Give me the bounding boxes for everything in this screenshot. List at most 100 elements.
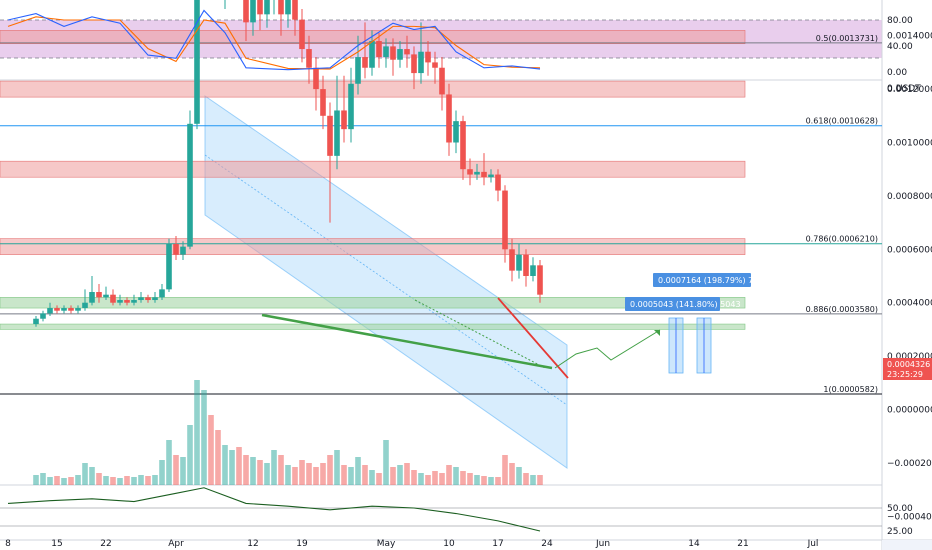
support-trendline [261,313,553,370]
volume-bar [376,473,382,485]
candle-body [418,51,424,74]
volume-bar [425,475,431,485]
volume-bar [229,450,235,485]
candle-body [320,89,326,116]
volume-bar [488,477,494,485]
volume-bar [404,463,410,485]
volume-bar [33,475,39,485]
volume-bar [362,465,368,485]
volume-bar [47,477,53,485]
candle-body [460,121,466,170]
volume-bar [369,470,375,485]
candle-body [516,254,522,271]
volume-bar [460,471,466,485]
volume-bar [180,457,186,485]
target-label-2: 0.0005043 (141.80%) 5043 [630,300,741,309]
time-tick-label: Jul [807,539,819,549]
candle-body [33,318,39,325]
volume-bar [187,425,193,485]
candle-body [390,46,396,60]
volume-bar [117,478,123,485]
candle-body [334,110,340,156]
volume-bar [495,477,501,485]
volume-bar [173,455,179,485]
candle-body [257,0,263,15]
volume-bar [523,473,529,485]
stoch-level-40: 40.00 [887,42,913,52]
volume-bars [33,380,543,485]
volume-bar [75,475,81,485]
volume-bar [355,457,361,485]
candle-body [61,308,67,311]
price-tick-label: 0.0006000 [887,245,932,255]
candle-body [355,57,361,84]
fib-level-label: 0.886(0.0003580) [806,305,878,314]
volume-bar [194,380,200,485]
candle-body [495,174,501,191]
price-tick-label: −0.0002000 [887,459,932,469]
time-tick-label: May [377,539,396,549]
candle-body [432,62,438,68]
candle-body [376,41,382,58]
oscillators [0,9,882,532]
price-tick-label: −0.0004000 [887,512,932,522]
volume-bar [537,475,543,485]
fib-level-label: 1(0.0000582) [823,385,878,394]
price-tick-label: 0.0004000 [887,299,932,309]
volume-bar [432,471,438,485]
candle-body [474,171,480,175]
volume-bar [138,475,144,485]
volume-bar [103,476,109,485]
volume-bar [215,430,221,485]
volume-bar [89,467,95,485]
volume-bar [271,450,277,485]
stoch-rsi-k-line [7,9,541,71]
volume-bar [299,460,305,485]
axis-corner [882,540,932,550]
target-badge-1 [653,273,751,287]
volume-bar [236,447,242,485]
candle-body [75,308,81,311]
zones-layer [0,30,746,330]
price-axis: 0.00280000.00260000.00240000.00220000.00… [887,32,932,523]
candle-body [145,297,151,301]
candle-body [124,300,130,303]
price-axis-top-label: 0.0 [887,84,902,94]
rsi-level-50: 50.00 [887,504,913,514]
volume-bar [285,465,291,485]
volume-bar [446,465,452,485]
volume-bar [159,460,165,485]
volume-bar [54,476,60,485]
volume-bar [320,463,326,485]
volume-bar [327,455,333,485]
candle-body [299,19,305,50]
candle-body [89,292,95,303]
time-tick-label: 8 [5,539,11,549]
last-price-badge [883,358,932,380]
time-axis: 8 15 22 Apr 12 19 May 10 17 24 Jun 14 21 Jul [5,539,818,549]
price-tick-label: 0.0008000 [887,192,932,202]
rsi-level-25: 25.00 [887,527,913,537]
time-tick-label: 24 [541,539,553,549]
time-tick-label: 21 [737,539,748,549]
resistance-trendline [497,297,569,379]
volume-bar [411,470,417,485]
stoch-rsi-d-line [7,16,541,70]
resistance-zone [0,80,746,98]
candle-body [425,51,431,63]
volume-bar [250,457,256,485]
time-tick-label: 22 [100,539,111,549]
candle-body [159,289,165,298]
candle-body [502,190,508,250]
volume-bar [418,473,424,485]
candle-body [47,308,53,314]
fib-level-label: 0.786(0.0006210) [806,235,878,244]
stoch-level-0: 0.00 [887,68,907,78]
volume-bar [278,455,284,485]
candle-body [530,265,536,276]
volume-bar [257,460,263,485]
time-tick-label: 19 [296,539,308,549]
volume-bar [131,477,137,485]
candle-body [348,83,354,130]
